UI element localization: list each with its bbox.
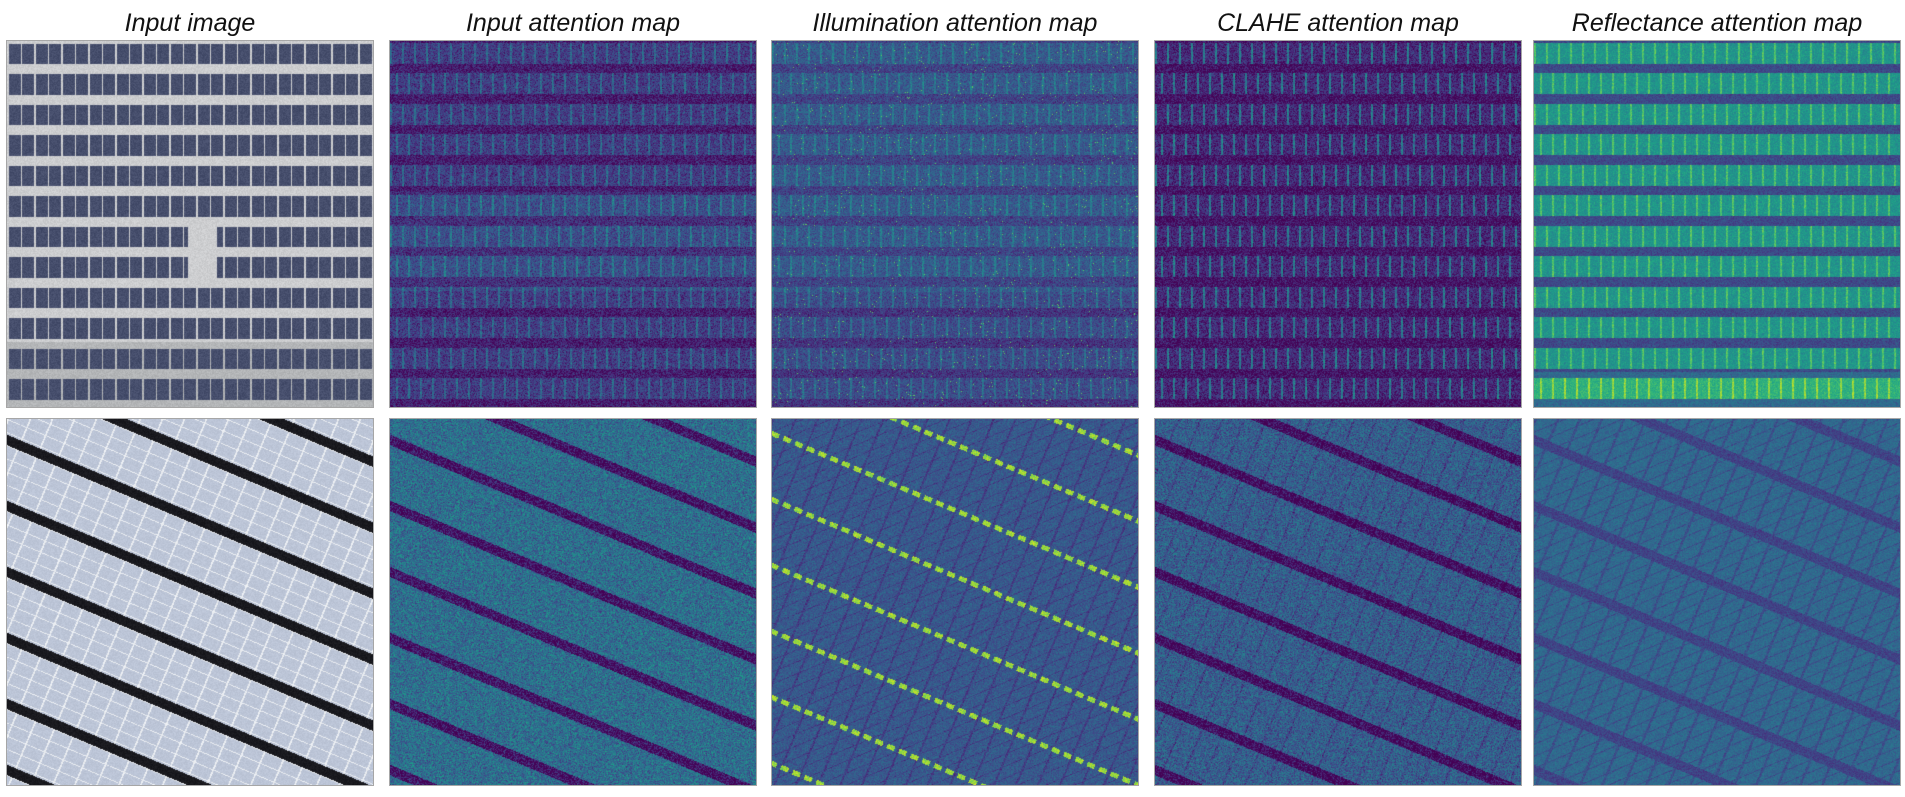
row1-reflectance-attention-map [1534,41,1900,407]
column-title-illumination-attention: Illumination attention map [812,9,1098,37]
column-title-input-attention: Input attention map [465,9,681,37]
row2-input-image [7,419,373,785]
row1-input-image [7,41,373,407]
column-title-reflectance-attention: Reflectance attention map [1571,9,1863,37]
column-title-input-image: Input image [124,9,256,37]
row2-reflectance-attention-map [1534,419,1900,785]
row1-illumination-attention-map [772,41,1138,407]
row2-clahe-attention-map [1155,419,1521,785]
row1-input-attention-map [390,41,756,407]
row2-input-attention-map [390,419,756,785]
column-title-clahe-attention: CLAHE attention map [1217,9,1459,37]
row1-clahe-attention-map [1155,41,1521,407]
row2-illumination-attention-map [772,419,1138,785]
